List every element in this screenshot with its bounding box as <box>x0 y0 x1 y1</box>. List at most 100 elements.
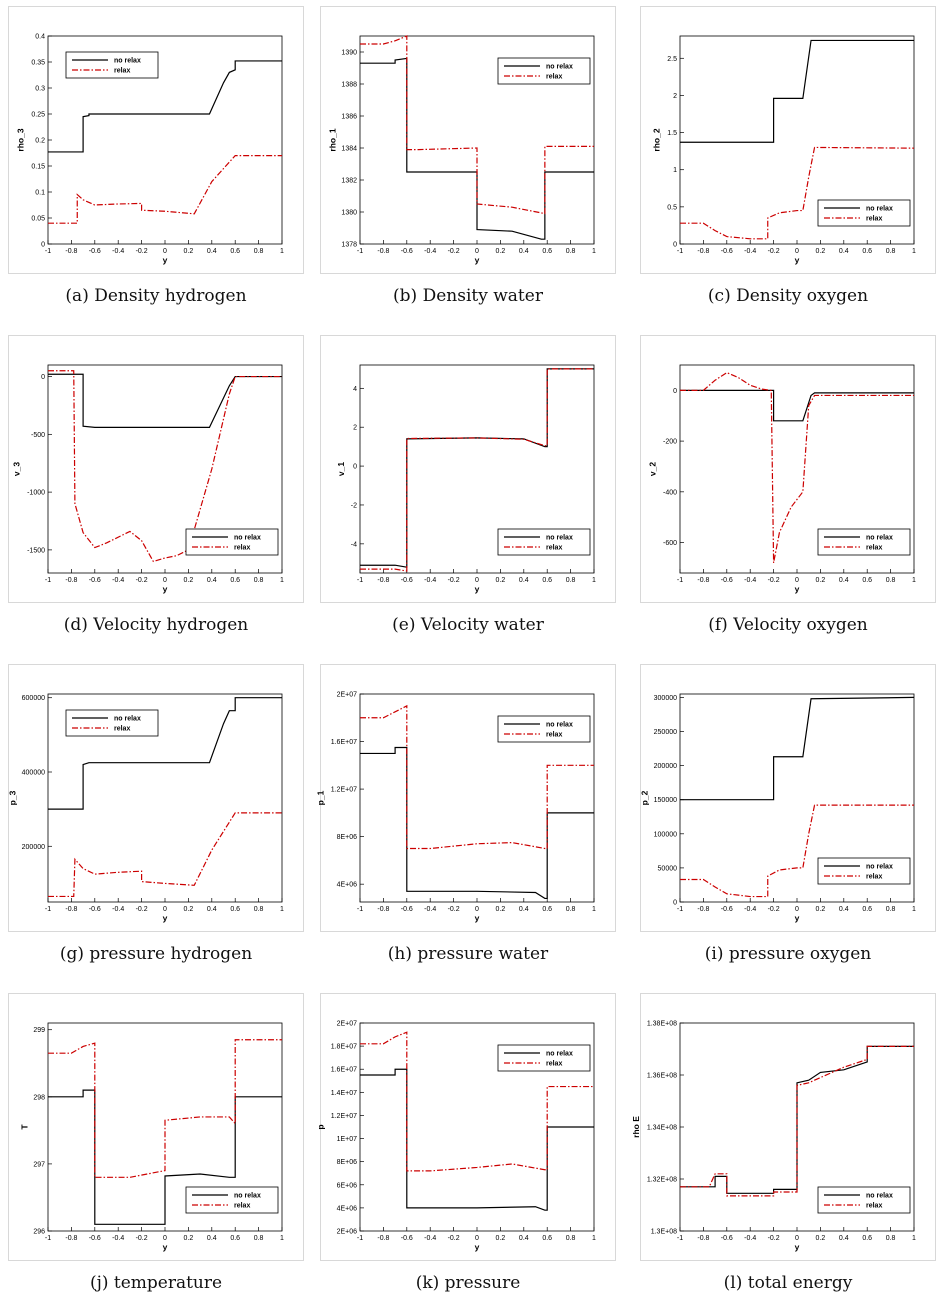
x-tick-label: 0.2 <box>496 1235 506 1242</box>
x-tick-label: 0.8 <box>254 906 264 913</box>
y-tick-label: 298 <box>33 1094 45 1101</box>
x-tick-label: -0.2 <box>448 906 460 913</box>
x-tick-label: -0.2 <box>768 248 780 255</box>
y-tick-label: 0 <box>673 242 677 249</box>
x-axis-label: y <box>795 584 800 594</box>
x-tick-label: -0.4 <box>112 906 124 913</box>
figure-frame <box>8 993 304 1261</box>
x-tick-label: -0.4 <box>112 1235 124 1242</box>
x-tick-label: -0.4 <box>744 906 756 913</box>
x-tick-label: -1 <box>45 1235 51 1242</box>
x-tick-label: 1 <box>280 1235 284 1242</box>
legend-label-relax: relax <box>866 874 882 881</box>
chart-panel-c: -1 -0.8 -0.6 -0.4 -0.2 0 0.2 0.4 0.6 0.8 1 0 0.5 1 1.5… <box>640 6 936 316</box>
x-tick-label: 1 <box>912 248 916 255</box>
x-tick-label: -0.8 <box>697 1235 709 1242</box>
x-tick-label: 0.8 <box>886 248 896 255</box>
x-tick-label: -0.6 <box>721 577 733 584</box>
x-tick-label: -0.4 <box>744 1235 756 1242</box>
y-tick-label: 1378 <box>341 242 357 249</box>
legend-label-relax: relax <box>546 545 562 552</box>
legend-label-no-relax: no relax <box>866 206 893 213</box>
y-tick-label: 200000 <box>654 763 677 770</box>
x-tick-label: 0 <box>475 577 479 584</box>
chart-panel-i: -1 -0.8 -0.6 -0.4 -0.2 0 0.2 0.4 0.6 0.8 1 0 50000 10… <box>639 664 936 974</box>
x-tick-label: 0.4 <box>839 1235 849 1242</box>
y-tick-label: 1.32E+08 <box>647 1177 677 1184</box>
series-line-relax <box>360 704 594 850</box>
chart-caption: (h) pressure water <box>387 944 549 964</box>
y-tick-label: 0.4 <box>35 34 45 41</box>
x-tick-label: 0 <box>795 248 799 255</box>
x-tick-label: 0.6 <box>862 906 872 913</box>
x-tick-label: -0.6 <box>89 248 101 255</box>
series-line-relax <box>360 1031 594 1172</box>
x-tick-label: -1 <box>45 577 51 584</box>
legend: no relax relax <box>817 199 911 227</box>
legend-label-relax: relax <box>866 216 882 223</box>
chart-b: -1 -0.8 -0.6 -0.4 -0.2 0 0.2 0.4 0.6 0.8 1 1378 1380… <box>320 6 616 274</box>
x-tick-label: 0.8 <box>886 577 896 584</box>
y-tick-label: 1388 <box>341 82 357 89</box>
y-tick-label: 100000 <box>654 831 677 838</box>
y-tick-label: 2 <box>353 425 357 432</box>
y-tick-label: 0 <box>41 242 45 249</box>
legend: no relax relax <box>497 715 591 743</box>
y-tick-label: 1386 <box>341 114 357 121</box>
x-axis-label: y <box>163 255 168 265</box>
x-tick-label: 0 <box>163 906 167 913</box>
y-tick-label: 1380 <box>341 210 357 217</box>
y-tick-label: 297 <box>33 1161 45 1168</box>
x-tick-label: -0.8 <box>65 1235 77 1242</box>
y-axis-label: v_2 <box>648 462 658 476</box>
chart-d: -1 -0.8 -0.6 -0.4 -0.2 0 0.2 0.4 0.6 0.8 1 -1500 -10… <box>8 335 304 603</box>
x-tick-label: 0.8 <box>886 906 896 913</box>
legend-label-no-relax: no relax <box>866 864 893 871</box>
chart-panel-b: -1 -0.8 -0.6 -0.4 -0.2 0 0.2 0.4 0.6 0.8 1 1378 1380… <box>320 6 616 316</box>
legend: no relax relax <box>65 709 159 737</box>
y-tick-label: 1.5 <box>667 130 677 137</box>
x-tick-label: -0.4 <box>424 248 436 255</box>
legend-label-no-relax: no relax <box>546 722 573 729</box>
y-tick-label: 1.6E+07 <box>331 1067 357 1074</box>
y-tick-label: 4 <box>353 386 357 393</box>
chart-l: -1 -0.8 -0.6 -0.4 -0.2 0 0.2 0.4 0.6 0.8 1 1.3E+08 1… <box>631 993 936 1261</box>
x-tick-label: 0.6 <box>862 577 872 584</box>
figure-frame <box>640 335 936 603</box>
y-tick-label: 4E+06 <box>337 1205 358 1212</box>
x-tick-label: -1 <box>357 248 363 255</box>
figure-frame <box>8 664 304 932</box>
x-tick-label: 0.2 <box>184 1235 194 1242</box>
y-axis-label: rho E <box>631 1116 641 1138</box>
x-tick-label: 1 <box>912 906 916 913</box>
x-axis-label: y <box>475 255 480 265</box>
legend-label-relax: relax <box>234 1203 250 1210</box>
y-axis-label: rho_1 <box>328 128 338 151</box>
x-tick-label: -0.2 <box>448 1235 460 1242</box>
y-tick-label: 2 <box>673 93 677 100</box>
x-tick-label: 0.6 <box>230 577 240 584</box>
x-tick-label: -0.4 <box>112 577 124 584</box>
x-tick-label: -1 <box>45 906 51 913</box>
y-tick-label: 1384 <box>341 146 357 153</box>
x-tick-label: -0.8 <box>377 1235 389 1242</box>
x-tick-label: 0.2 <box>496 906 506 913</box>
x-tick-label: -0.2 <box>768 906 780 913</box>
y-tick-label: 0 <box>673 900 677 907</box>
chart-j: -1 -0.8 -0.6 -0.4 -0.2 0 0.2 0.4 0.6 0.8 1 296 297 29… <box>8 993 304 1261</box>
y-tick-label: 0.2 <box>35 138 45 145</box>
y-tick-label: 0.5 <box>667 204 677 211</box>
legend-label-relax: relax <box>866 1203 882 1210</box>
x-tick-label: 0.2 <box>184 577 194 584</box>
x-tick-label: -0.4 <box>424 1235 436 1242</box>
x-tick-label: 0.4 <box>207 248 217 255</box>
legend-label-no-relax: no relax <box>114 58 141 65</box>
chart-i: -1 -0.8 -0.6 -0.4 -0.2 0 0.2 0.4 0.6 0.8 1 0 50000 10… <box>639 664 936 932</box>
legend-box <box>497 528 591 556</box>
x-tick-label: -0.8 <box>377 906 389 913</box>
x-tick-label: -0.6 <box>721 248 733 255</box>
chart-caption: (b) Density water <box>393 286 543 306</box>
x-axis-label: y <box>475 1242 480 1252</box>
series-line-no-relax <box>48 697 282 810</box>
